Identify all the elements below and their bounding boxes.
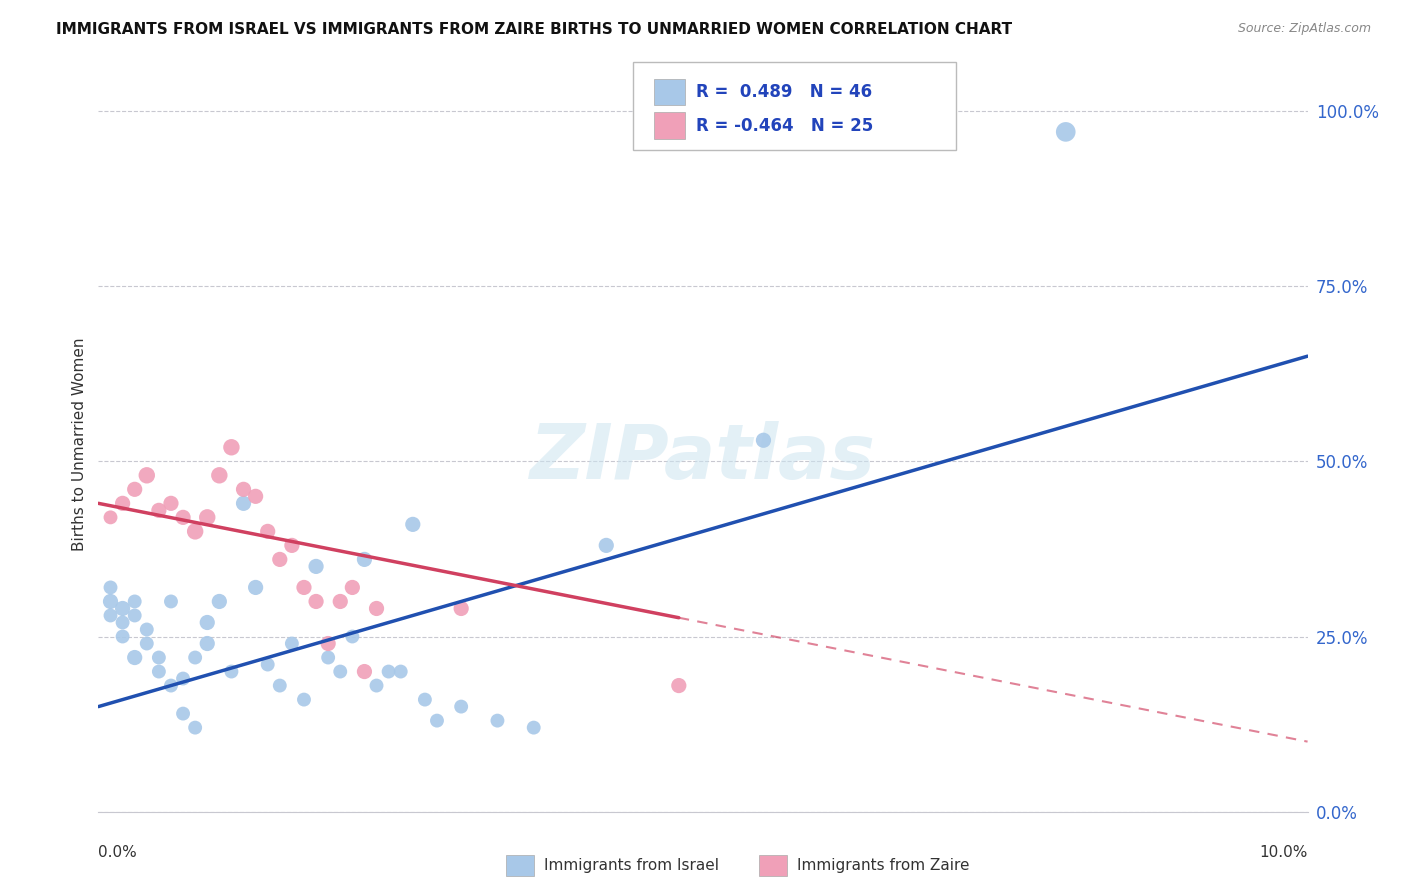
- Point: [124, 650, 146, 665]
- Text: Source: ZipAtlas.com: Source: ZipAtlas.com: [1237, 22, 1371, 36]
- Text: Immigrants from Zaire: Immigrants from Zaire: [797, 858, 970, 872]
- Point: [281, 538, 304, 552]
- Point: [100, 608, 122, 623]
- Point: [172, 706, 194, 721]
- Point: [269, 552, 291, 566]
- Point: [426, 714, 449, 728]
- Text: R = -0.464   N = 25: R = -0.464 N = 25: [696, 117, 873, 135]
- Point: [100, 581, 122, 595]
- Point: [124, 608, 146, 623]
- Point: [366, 601, 388, 615]
- Point: [111, 630, 134, 644]
- Point: [184, 650, 207, 665]
- Point: [232, 496, 254, 510]
- Point: [195, 636, 218, 650]
- Point: [135, 636, 157, 650]
- Point: [172, 672, 194, 686]
- Text: 0.0%: 0.0%: [98, 845, 138, 860]
- Point: [523, 721, 546, 735]
- Point: [184, 721, 207, 735]
- Point: [195, 615, 218, 630]
- Point: [148, 503, 170, 517]
- Point: [668, 679, 690, 693]
- Point: [221, 440, 243, 454]
- Y-axis label: Births to Unmarried Women: Births to Unmarried Women: [72, 337, 87, 550]
- Point: [450, 601, 472, 615]
- Point: [305, 594, 328, 608]
- Point: [377, 665, 399, 679]
- Point: [256, 524, 278, 539]
- Point: [1054, 125, 1077, 139]
- Point: [595, 538, 617, 552]
- Point: [316, 650, 339, 665]
- Point: [353, 552, 375, 566]
- Point: [305, 559, 328, 574]
- Point: [111, 615, 134, 630]
- Point: [413, 692, 436, 706]
- Point: [245, 581, 267, 595]
- Point: [232, 483, 254, 497]
- Text: Immigrants from Israel: Immigrants from Israel: [544, 858, 718, 872]
- Text: R =  0.489   N = 46: R = 0.489 N = 46: [696, 83, 872, 101]
- Point: [316, 636, 339, 650]
- Point: [195, 510, 218, 524]
- Point: [184, 524, 207, 539]
- Point: [160, 594, 183, 608]
- Point: [148, 650, 170, 665]
- Point: [245, 489, 267, 503]
- Point: [100, 510, 122, 524]
- Point: [124, 483, 146, 497]
- Point: [124, 594, 146, 608]
- Point: [160, 679, 183, 693]
- Text: IMMIGRANTS FROM ISRAEL VS IMMIGRANTS FROM ZAIRE BIRTHS TO UNMARRIED WOMEN CORREL: IMMIGRANTS FROM ISRAEL VS IMMIGRANTS FRO…: [56, 22, 1012, 37]
- Point: [269, 679, 291, 693]
- Point: [752, 434, 775, 448]
- Point: [342, 630, 364, 644]
- Point: [221, 665, 243, 679]
- Point: [111, 601, 134, 615]
- Point: [450, 699, 472, 714]
- Text: ZIPatlas: ZIPatlas: [530, 422, 876, 495]
- Point: [389, 665, 412, 679]
- Point: [208, 468, 231, 483]
- Point: [135, 468, 157, 483]
- Point: [135, 623, 157, 637]
- Point: [353, 665, 375, 679]
- Point: [160, 496, 183, 510]
- Point: [100, 594, 122, 608]
- Point: [329, 665, 352, 679]
- Text: 10.0%: 10.0%: [1260, 845, 1308, 860]
- Point: [402, 517, 425, 532]
- Point: [329, 594, 352, 608]
- Point: [292, 692, 315, 706]
- Point: [342, 581, 364, 595]
- Point: [148, 665, 170, 679]
- Point: [486, 714, 509, 728]
- Point: [281, 636, 304, 650]
- Point: [256, 657, 278, 672]
- Point: [172, 510, 194, 524]
- Point: [208, 594, 231, 608]
- Point: [292, 581, 315, 595]
- Point: [111, 496, 134, 510]
- Point: [366, 679, 388, 693]
